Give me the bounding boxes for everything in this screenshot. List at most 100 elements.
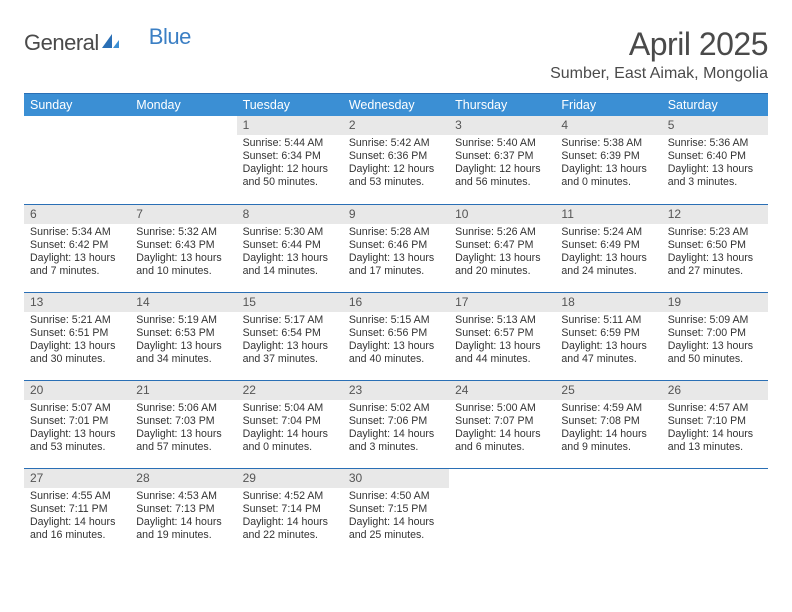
calendar-day-cell: 13Sunrise: 5:21 AMSunset: 6:51 PMDayligh… [24, 292, 130, 380]
day-number: 13 [24, 293, 130, 312]
day-details: Sunrise: 5:32 AMSunset: 6:43 PMDaylight:… [130, 224, 236, 282]
calendar-day-cell: 8Sunrise: 5:30 AMSunset: 6:44 PMDaylight… [237, 204, 343, 292]
day-number: 9 [343, 205, 449, 224]
calendar-day-cell: 14Sunrise: 5:19 AMSunset: 6:53 PMDayligh… [130, 292, 236, 380]
day-details: Sunrise: 5:00 AMSunset: 7:07 PMDaylight:… [449, 400, 555, 458]
calendar-day-cell: 16Sunrise: 5:15 AMSunset: 6:56 PMDayligh… [343, 292, 449, 380]
calendar-day-cell [662, 468, 768, 556]
calendar-day-cell: 26Sunrise: 4:57 AMSunset: 7:10 PMDayligh… [662, 380, 768, 468]
weekday-header: Wednesday [343, 94, 449, 117]
day-details: Sunrise: 5:09 AMSunset: 7:00 PMDaylight:… [662, 312, 768, 370]
day-number: 30 [343, 469, 449, 488]
calendar-day-cell: 21Sunrise: 5:06 AMSunset: 7:03 PMDayligh… [130, 380, 236, 468]
day-details: Sunrise: 5:04 AMSunset: 7:04 PMDaylight:… [237, 400, 343, 458]
logo-text-general: General [24, 30, 99, 56]
day-details: Sunrise: 5:11 AMSunset: 6:59 PMDaylight:… [555, 312, 661, 370]
calendar-day-cell: 19Sunrise: 5:09 AMSunset: 7:00 PMDayligh… [662, 292, 768, 380]
calendar-day-cell: 24Sunrise: 5:00 AMSunset: 7:07 PMDayligh… [449, 380, 555, 468]
calendar-day-cell: 7Sunrise: 5:32 AMSunset: 6:43 PMDaylight… [130, 204, 236, 292]
day-details: Sunrise: 5:44 AMSunset: 6:34 PMDaylight:… [237, 135, 343, 193]
calendar-day-cell: 9Sunrise: 5:28 AMSunset: 6:46 PMDaylight… [343, 204, 449, 292]
logo: General Blue [24, 30, 191, 56]
calendar-day-cell: 20Sunrise: 5:07 AMSunset: 7:01 PMDayligh… [24, 380, 130, 468]
logo-text-blue: Blue [149, 24, 191, 50]
calendar-day-cell: 3Sunrise: 5:40 AMSunset: 6:37 PMDaylight… [449, 116, 555, 204]
day-number: 6 [24, 205, 130, 224]
calendar-day-cell: 25Sunrise: 4:59 AMSunset: 7:08 PMDayligh… [555, 380, 661, 468]
calendar-day-cell: 10Sunrise: 5:26 AMSunset: 6:47 PMDayligh… [449, 204, 555, 292]
day-details: Sunrise: 5:42 AMSunset: 6:36 PMDaylight:… [343, 135, 449, 193]
day-details: Sunrise: 5:36 AMSunset: 6:40 PMDaylight:… [662, 135, 768, 193]
day-number: 25 [555, 381, 661, 400]
calendar-day-cell: 28Sunrise: 4:53 AMSunset: 7:13 PMDayligh… [130, 468, 236, 556]
weekday-header: Monday [130, 94, 236, 117]
day-number: 23 [343, 381, 449, 400]
header: General Blue April 2025 Sumber, East Aim… [24, 26, 768, 83]
day-number: 8 [237, 205, 343, 224]
calendar-day-cell: 17Sunrise: 5:13 AMSunset: 6:57 PMDayligh… [449, 292, 555, 380]
location-text: Sumber, East Aimak, Mongolia [550, 65, 768, 83]
calendar-day-cell: 12Sunrise: 5:23 AMSunset: 6:50 PMDayligh… [662, 204, 768, 292]
day-number: 5 [662, 116, 768, 135]
day-number: 19 [662, 293, 768, 312]
calendar-day-cell: 2Sunrise: 5:42 AMSunset: 6:36 PMDaylight… [343, 116, 449, 204]
day-number: 29 [237, 469, 343, 488]
day-details: Sunrise: 4:57 AMSunset: 7:10 PMDaylight:… [662, 400, 768, 458]
day-details: Sunrise: 5:17 AMSunset: 6:54 PMDaylight:… [237, 312, 343, 370]
day-number: 10 [449, 205, 555, 224]
calendar-day-cell: 18Sunrise: 5:11 AMSunset: 6:59 PMDayligh… [555, 292, 661, 380]
day-details: Sunrise: 5:15 AMSunset: 6:56 PMDaylight:… [343, 312, 449, 370]
day-number: 20 [24, 381, 130, 400]
calendar-day-cell: 27Sunrise: 4:55 AMSunset: 7:11 PMDayligh… [24, 468, 130, 556]
calendar-day-cell [24, 116, 130, 204]
day-number: 2 [343, 116, 449, 135]
day-details: Sunrise: 5:38 AMSunset: 6:39 PMDaylight:… [555, 135, 661, 193]
day-number: 26 [662, 381, 768, 400]
day-details: Sunrise: 5:21 AMSunset: 6:51 PMDaylight:… [24, 312, 130, 370]
day-details: Sunrise: 5:34 AMSunset: 6:42 PMDaylight:… [24, 224, 130, 282]
calendar-day-cell: 29Sunrise: 4:52 AMSunset: 7:14 PMDayligh… [237, 468, 343, 556]
day-number: 18 [555, 293, 661, 312]
day-details: Sunrise: 5:13 AMSunset: 6:57 PMDaylight:… [449, 312, 555, 370]
day-number: 14 [130, 293, 236, 312]
day-number: 28 [130, 469, 236, 488]
day-details: Sunrise: 5:06 AMSunset: 7:03 PMDaylight:… [130, 400, 236, 458]
day-details: Sunrise: 5:26 AMSunset: 6:47 PMDaylight:… [449, 224, 555, 282]
logo-sail-icon [101, 32, 121, 55]
day-details: Sunrise: 5:40 AMSunset: 6:37 PMDaylight:… [449, 135, 555, 193]
weekday-header: Sunday [24, 94, 130, 117]
day-details: Sunrise: 4:53 AMSunset: 7:13 PMDaylight:… [130, 488, 236, 546]
weekday-header: Tuesday [237, 94, 343, 117]
weekday-header: Saturday [662, 94, 768, 117]
day-number: 1 [237, 116, 343, 135]
weekday-header: Thursday [449, 94, 555, 117]
calendar-week-row: 1Sunrise: 5:44 AMSunset: 6:34 PMDaylight… [24, 116, 768, 204]
day-details: Sunrise: 4:50 AMSunset: 7:15 PMDaylight:… [343, 488, 449, 546]
day-details: Sunrise: 5:24 AMSunset: 6:49 PMDaylight:… [555, 224, 661, 282]
day-number: 3 [449, 116, 555, 135]
day-number: 16 [343, 293, 449, 312]
day-details: Sunrise: 5:23 AMSunset: 6:50 PMDaylight:… [662, 224, 768, 282]
calendar-table: SundayMondayTuesdayWednesdayThursdayFrid… [24, 93, 768, 556]
day-details: Sunrise: 4:52 AMSunset: 7:14 PMDaylight:… [237, 488, 343, 546]
day-details: Sunrise: 5:07 AMSunset: 7:01 PMDaylight:… [24, 400, 130, 458]
calendar-day-cell [130, 116, 236, 204]
page-title: April 2025 [550, 26, 768, 63]
day-number: 15 [237, 293, 343, 312]
weekday-header-row: SundayMondayTuesdayWednesdayThursdayFrid… [24, 94, 768, 117]
calendar-day-cell: 4Sunrise: 5:38 AMSunset: 6:39 PMDaylight… [555, 116, 661, 204]
day-number: 11 [555, 205, 661, 224]
day-details: Sunrise: 5:19 AMSunset: 6:53 PMDaylight:… [130, 312, 236, 370]
calendar-week-row: 13Sunrise: 5:21 AMSunset: 6:51 PMDayligh… [24, 292, 768, 380]
day-number: 22 [237, 381, 343, 400]
calendar-day-cell: 1Sunrise: 5:44 AMSunset: 6:34 PMDaylight… [237, 116, 343, 204]
calendar-day-cell: 22Sunrise: 5:04 AMSunset: 7:04 PMDayligh… [237, 380, 343, 468]
day-number: 24 [449, 381, 555, 400]
calendar-day-cell: 15Sunrise: 5:17 AMSunset: 6:54 PMDayligh… [237, 292, 343, 380]
day-number: 4 [555, 116, 661, 135]
calendar-week-row: 6Sunrise: 5:34 AMSunset: 6:42 PMDaylight… [24, 204, 768, 292]
day-details: Sunrise: 5:02 AMSunset: 7:06 PMDaylight:… [343, 400, 449, 458]
day-number: 12 [662, 205, 768, 224]
day-number: 7 [130, 205, 236, 224]
calendar-day-cell: 5Sunrise: 5:36 AMSunset: 6:40 PMDaylight… [662, 116, 768, 204]
